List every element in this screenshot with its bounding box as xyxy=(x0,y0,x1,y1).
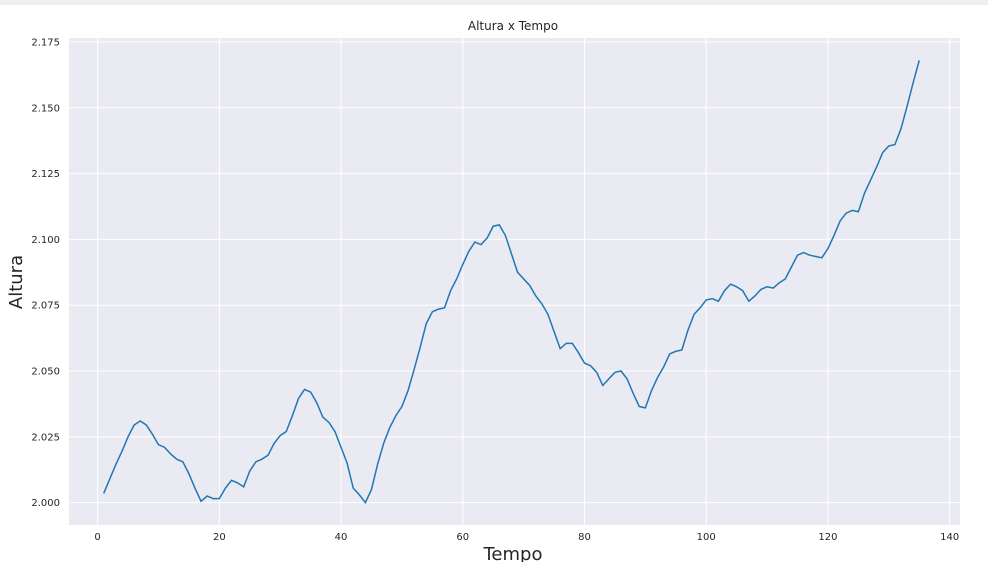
x-tick-label: 40 xyxy=(335,532,348,543)
x-axis-ticks: 0 20 40 60 80 100 120 140 xyxy=(94,532,959,543)
gridlines xyxy=(69,38,960,525)
y-tick-label: 2.100 xyxy=(31,235,60,246)
x-tick-label: 120 xyxy=(818,532,837,543)
y-tick-label: 2.125 xyxy=(31,169,60,180)
y-tick-label: 2.025 xyxy=(31,432,60,443)
chart-title: Altura x Tempo xyxy=(468,19,558,33)
x-tick-label: 140 xyxy=(940,532,959,543)
y-tick-label: 2.150 xyxy=(31,103,60,114)
x-tick-label: 60 xyxy=(456,532,469,543)
y-axis-label: Altura xyxy=(6,255,27,309)
x-axis-label: Tempo xyxy=(483,544,543,562)
y-tick-label: 2.050 xyxy=(31,367,60,378)
y-tick-label: 2.175 xyxy=(31,37,60,48)
y-axis-ticks: 2.000 2.025 2.050 2.075 2.100 2.125 2.150 2.175 xyxy=(31,37,60,509)
y-tick-label: 2.000 xyxy=(31,498,60,509)
x-tick-label: 20 xyxy=(213,532,226,543)
y-tick-label: 2.075 xyxy=(31,301,60,312)
x-tick-label: 0 xyxy=(94,532,100,543)
x-tick-label: 100 xyxy=(697,532,716,543)
series-line xyxy=(102,60,920,505)
top-strip xyxy=(0,0,988,5)
x-tick-label: 80 xyxy=(578,532,591,543)
plot-area xyxy=(69,38,960,525)
